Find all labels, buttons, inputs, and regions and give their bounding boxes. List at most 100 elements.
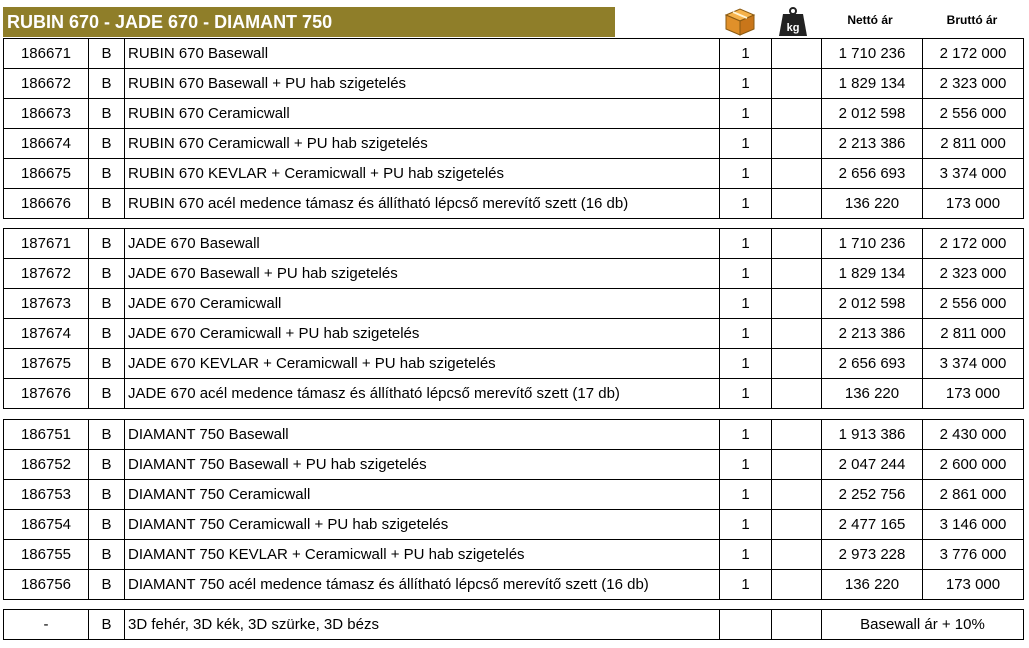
table-row: 186754 B DIAMANT 750 Ceramicwall + PU hab … bbox=[3, 509, 1024, 540]
gross-price: 2 430 000 bbox=[922, 419, 1024, 450]
product-code: 186752 bbox=[3, 449, 89, 480]
weight-cell bbox=[771, 158, 822, 189]
quantity-cell: 1 bbox=[719, 188, 772, 219]
product-name: DIAMANT 750 acél medence támasz és állít… bbox=[124, 569, 720, 600]
product-code: 186674 bbox=[3, 128, 89, 159]
weight-unit-label: kg bbox=[787, 22, 800, 34]
table-row: 186756 B DIAMANT 750 acél medence támasz é… bbox=[3, 569, 1024, 600]
product-code: 186671 bbox=[3, 38, 89, 69]
product-code: 187674 bbox=[3, 318, 89, 349]
category-letter: B bbox=[88, 569, 125, 600]
net-price: 2 656 693 bbox=[821, 158, 923, 189]
category-letter: B bbox=[88, 539, 125, 570]
table-row: 186751 B DIAMANT 750 Basewall 1 1 913 386 2 4… bbox=[3, 419, 1024, 450]
gross-price: 2 323 000 bbox=[922, 68, 1024, 99]
category-letter: B bbox=[88, 128, 125, 159]
table-row: 186753 B DIAMANT 750 Ceramicwall 1 2 252 756… bbox=[3, 479, 1024, 510]
quantity-cell: 1 bbox=[719, 38, 772, 69]
net-price: 2 477 165 bbox=[821, 509, 923, 540]
product-code: 187671 bbox=[3, 228, 89, 259]
gross-price: 2 861 000 bbox=[922, 479, 1024, 510]
product-name: JADE 670 Basewall bbox=[124, 228, 720, 259]
gross-price: 2 172 000 bbox=[922, 228, 1024, 259]
net-price: 2 012 598 bbox=[821, 288, 923, 319]
category-letter: B bbox=[88, 378, 125, 409]
quantity-cell: 1 bbox=[719, 348, 772, 379]
product-name: JADE 670 Ceramicwall bbox=[124, 288, 720, 319]
weight-cell bbox=[771, 569, 822, 600]
category-letter: B bbox=[88, 188, 125, 219]
gross-price: 2 811 000 bbox=[922, 318, 1024, 349]
price-table-group-3: 186751 B DIAMANT 750 Basewall 1 1 913 386 2 4… bbox=[3, 419, 1024, 600]
product-name: RUBIN 670 Basewall bbox=[124, 38, 720, 69]
product-name: JADE 670 Basewall + PU hab szigetelés bbox=[124, 258, 720, 289]
product-name: DIAMANT 750 KEVLAR + Ceramicwall + PU ha… bbox=[124, 539, 720, 570]
gross-price-header: Bruttó ár bbox=[946, 13, 998, 27]
net-price-header: Nettó ár bbox=[847, 13, 893, 27]
gross-price: 3 776 000 bbox=[922, 539, 1024, 570]
product-code: 187672 bbox=[3, 258, 89, 289]
color-options-table: - B 3D fehér, 3D kék, 3D szürke, 3D bézs… bbox=[3, 609, 1024, 640]
table-row: 187671 B JADE 670 Basewall 1 1 710 236 2 172 … bbox=[3, 228, 1024, 259]
net-price: 136 220 bbox=[821, 378, 923, 409]
weight-cell bbox=[771, 228, 822, 259]
gross-price: 173 000 bbox=[922, 378, 1024, 409]
product-name: JADE 670 KEVLAR + Ceramicwall + PU hab s… bbox=[124, 348, 720, 379]
table-row: 187672 B JADE 670 Basewall + PU hab sziget… bbox=[3, 258, 1024, 289]
weight-cell bbox=[771, 419, 822, 450]
product-code: - bbox=[3, 609, 89, 640]
product-name: JADE 670 Ceramicwall + PU hab szigetelés bbox=[124, 318, 720, 349]
table-row: 186755 B DIAMANT 750 KEVLAR + Ceramicwall … bbox=[3, 539, 1024, 570]
weight-cell bbox=[771, 188, 822, 219]
category-letter: B bbox=[88, 509, 125, 540]
weight-cell bbox=[771, 98, 822, 129]
gross-price: 173 000 bbox=[922, 569, 1024, 600]
quantity-cell: 1 bbox=[719, 419, 772, 450]
product-name: RUBIN 670 Ceramicwall bbox=[124, 98, 720, 129]
product-name: RUBIN 670 KEVLAR + Ceramicwall + PU hab … bbox=[124, 158, 720, 189]
weight-cell bbox=[771, 609, 822, 640]
net-price: 2 656 693 bbox=[821, 348, 923, 379]
quantity-cell: 1 bbox=[719, 378, 772, 409]
quantity-cell: 1 bbox=[719, 258, 772, 289]
net-price: 2 213 386 bbox=[821, 318, 923, 349]
product-name: 3D fehér, 3D kék, 3D szürke, 3D bézs bbox=[124, 609, 720, 640]
gross-price: 2 172 000 bbox=[922, 38, 1024, 69]
category-letter: B bbox=[88, 68, 125, 99]
price-table-group-1: 186671 B RUBIN 670 Basewall 1 1 710 236 2 172… bbox=[3, 38, 1024, 219]
net-price: 1 913 386 bbox=[821, 419, 923, 450]
category-letter: B bbox=[88, 609, 125, 640]
product-code: 187673 bbox=[3, 288, 89, 319]
quantity-cell: 1 bbox=[719, 479, 772, 510]
table-row: 187674 B JADE 670 Ceramicwall + PU hab szi… bbox=[3, 318, 1024, 349]
gross-price: 2 323 000 bbox=[922, 258, 1024, 289]
quantity-cell: 1 bbox=[719, 449, 772, 480]
table-row: 186673 B RUBIN 670 Ceramicwall 1 2 012 598 2 … bbox=[3, 98, 1024, 129]
product-code: 187676 bbox=[3, 378, 89, 409]
price-table-group-2: 187671 B JADE 670 Basewall 1 1 710 236 2 172 … bbox=[3, 228, 1024, 409]
gross-price: 3 146 000 bbox=[922, 509, 1024, 540]
weight-cell bbox=[771, 539, 822, 570]
quantity-cell: 1 bbox=[719, 158, 772, 189]
net-price: 2 213 386 bbox=[821, 128, 923, 159]
table-row: 186752 B DIAMANT 750 Basewall + PU hab szi… bbox=[3, 449, 1024, 480]
gross-price: 173 000 bbox=[922, 188, 1024, 219]
category-letter: B bbox=[88, 98, 125, 129]
weight-cell bbox=[771, 128, 822, 159]
category-letter: B bbox=[88, 38, 125, 69]
table-row: 187673 B JADE 670 Ceramicwall 1 2 012 598 2 5… bbox=[3, 288, 1024, 319]
weight-cell bbox=[771, 258, 822, 289]
quantity-cell: 1 bbox=[719, 539, 772, 570]
category-letter: B bbox=[88, 449, 125, 480]
category-letter: B bbox=[88, 158, 125, 189]
weight-cell bbox=[771, 348, 822, 379]
category-letter: B bbox=[88, 288, 125, 319]
category-letter: B bbox=[88, 318, 125, 349]
net-price: 2 012 598 bbox=[821, 98, 923, 129]
net-price: 2 973 228 bbox=[821, 539, 923, 570]
category-letter: B bbox=[88, 479, 125, 510]
table-row: 186676 B RUBIN 670 acél medence támasz és … bbox=[3, 188, 1024, 219]
net-price: 1 829 134 bbox=[821, 258, 923, 289]
weight-cell bbox=[771, 479, 822, 510]
category-letter: B bbox=[88, 228, 125, 259]
